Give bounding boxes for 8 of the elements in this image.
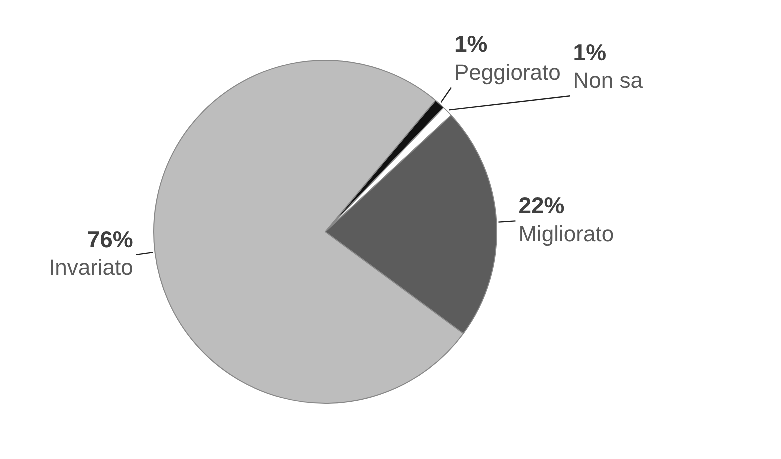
slice-label: Migliorato: [518, 221, 614, 246]
slice-label: Peggiorato: [454, 60, 561, 85]
data-label: 1%: [454, 31, 488, 58]
data-label: 76%: [87, 226, 134, 252]
slice-label: Invariato: [48, 254, 134, 280]
data-label: 22%: [518, 192, 565, 219]
slice-label: Non sa: [573, 68, 644, 94]
data-label: 1%: [573, 39, 607, 66]
